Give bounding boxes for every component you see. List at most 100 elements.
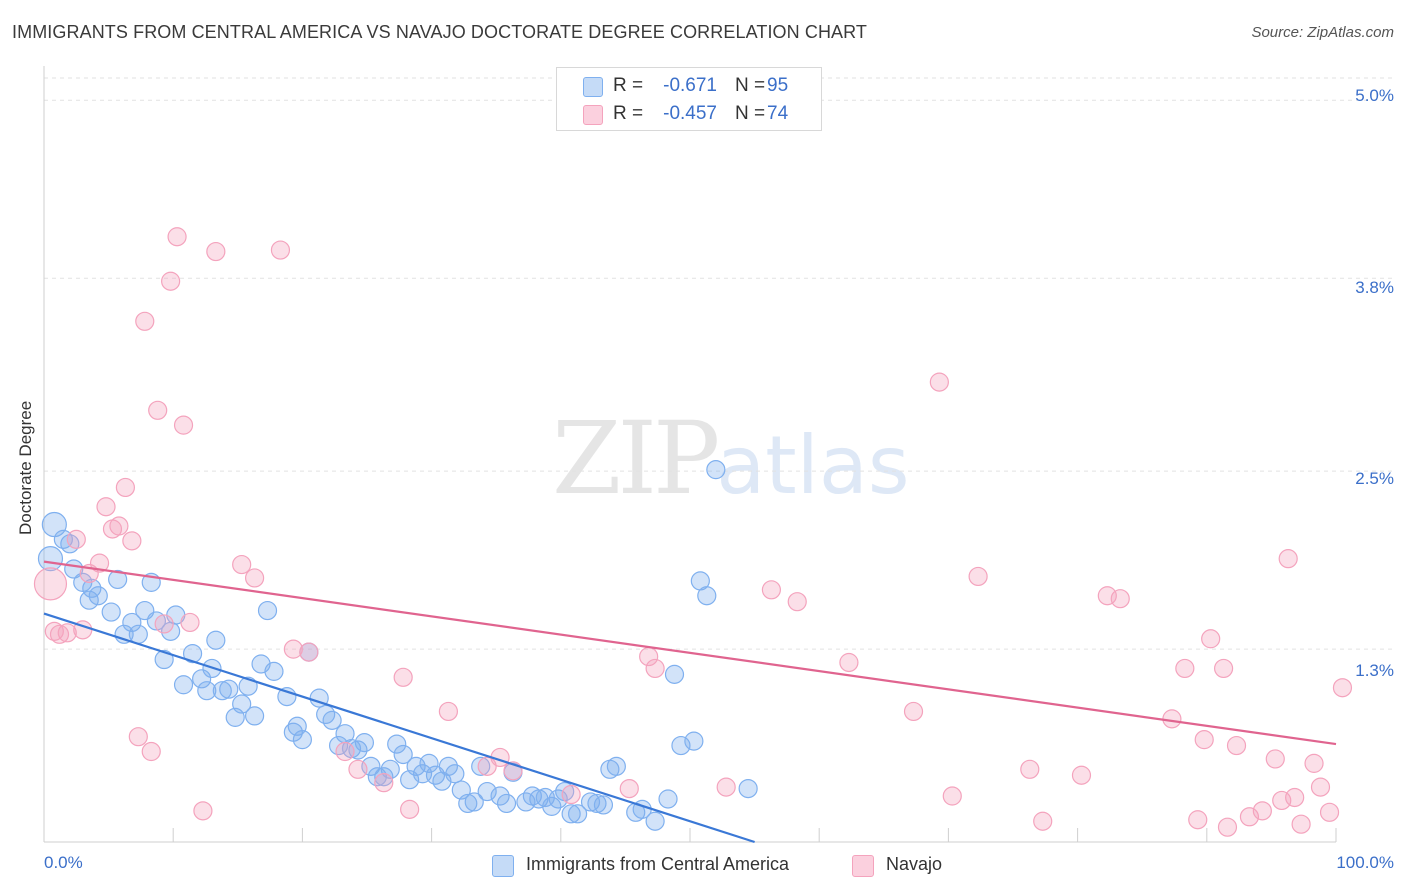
legend: R = -0.671 N = 95 R = -0.457 N = 74 [556,67,822,131]
data-point-central-america [464,792,484,812]
data-point-central-america [146,611,167,631]
data-point-navajo [1217,817,1238,837]
trend-line-central-america [43,612,755,844]
data-point-navajo [96,497,116,517]
data-point-central-america [706,460,726,480]
legend-n-label: N = [735,103,766,124]
data-point-central-america [257,600,278,621]
data-point-central-america [645,811,665,831]
data-point-central-america [445,764,465,784]
data-point-navajo [1194,730,1214,750]
data-point-navajo [839,652,859,673]
data-point-navajo [1201,629,1221,649]
legend-n-value: 95 [767,75,789,96]
y-tick-label: 3.8% [1355,278,1394,297]
data-point-central-america [122,612,142,633]
data-point-navajo [400,799,420,819]
legend-r-value: -0.457 [663,103,717,124]
data-point-navajo [161,271,181,291]
data-point-navajo [348,759,368,779]
data-point-navajo [393,667,413,687]
data-point-navajo [1332,678,1353,698]
data-point-navajo [1175,658,1195,679]
y-tick-label: 5.0% [1355,86,1394,105]
data-point-navajo [180,612,200,633]
data-point-central-america [393,744,413,765]
data-point-central-america [684,731,704,751]
source-label: Source: ZipAtlas.com [1251,24,1394,41]
data-point-navajo [1071,765,1092,785]
data-point-navajo [148,400,168,420]
legend-swatch-pink [852,855,874,877]
legend-n-label: N = [735,75,766,96]
data-point-central-america [471,756,491,776]
x-tick-label: 100.0% [1336,853,1394,872]
watermark-zip: ZIP [552,400,720,517]
data-point-central-america [206,630,226,650]
data-point-navajo [141,741,161,762]
data-point-central-america [593,795,614,815]
data-point-navajo [1226,735,1247,756]
data-point-navajo [167,227,187,247]
data-point-navajo [193,801,213,821]
data-point-navajo [173,415,194,435]
data-point-central-america [101,602,121,622]
data-point-navajo [283,639,303,659]
data-point-central-america [542,796,562,816]
data-point-navajo [1162,709,1182,729]
data-point-navajo [115,477,135,498]
trend-line-navajo [43,560,1337,746]
data-point-central-america [490,786,510,806]
legend-r-label: R = [613,103,644,124]
data-point-navajo [1291,814,1311,834]
legend-row-pink: R = -0.457 N = 74 [557,101,821,129]
data-point-central-america [108,569,128,590]
data-point-central-america [88,586,108,606]
data-point-navajo [645,658,665,679]
legend-r-value: -0.671 [663,75,717,96]
data-point-navajo [135,311,155,331]
data-point-central-america [561,804,581,824]
data-point-navajo [561,784,581,805]
data-point-central-america [697,586,717,606]
data-point-central-america [419,753,439,773]
data-point-central-america [173,675,194,695]
data-point-central-america [154,649,174,670]
data-point-navajo [1285,787,1305,808]
data-point-navajo [1213,658,1234,679]
data-point-navajo [1110,589,1130,609]
data-point-navajo [929,372,949,392]
data-point-central-america [664,664,685,684]
data-point-central-america [264,661,284,681]
data-point-navajo [232,554,252,575]
data-point-navajo [109,516,129,536]
data-point-central-america [438,756,458,776]
legend-swatch-pink [583,105,603,125]
data-point-navajo [903,701,924,722]
chart-title: IMMIGRANTS FROM CENTRAL AMERICA VS NAVAJ… [12,22,868,42]
legend-label: Navajo [886,854,943,874]
data-point-central-america [606,756,626,776]
data-point-central-america [37,546,64,572]
data-point-central-america [192,669,212,689]
data-point-central-america [232,694,252,714]
data-point-central-america [219,679,239,699]
data-point-central-america [197,681,217,701]
watermark-atlas: atlas [716,419,910,512]
data-point-navajo [716,777,736,797]
y-tick-label: 2.5% [1355,469,1394,488]
data-point-navajo [270,240,291,260]
data-point-navajo [374,773,394,793]
data-point-navajo [1304,753,1324,773]
x-tick-label: 0.0% [44,853,83,872]
legend-label: Immigrants from Central America [526,854,790,874]
data-point-navajo [128,727,148,747]
data-point-navajo [1252,801,1272,821]
data-point-navajo [89,553,110,573]
data-point-central-america [354,733,375,753]
data-point-central-america [292,730,312,750]
data-point-navajo [1278,549,1298,569]
data-point-navajo [619,778,639,799]
data-point-navajo [57,623,77,643]
data-point-navajo [66,529,86,549]
